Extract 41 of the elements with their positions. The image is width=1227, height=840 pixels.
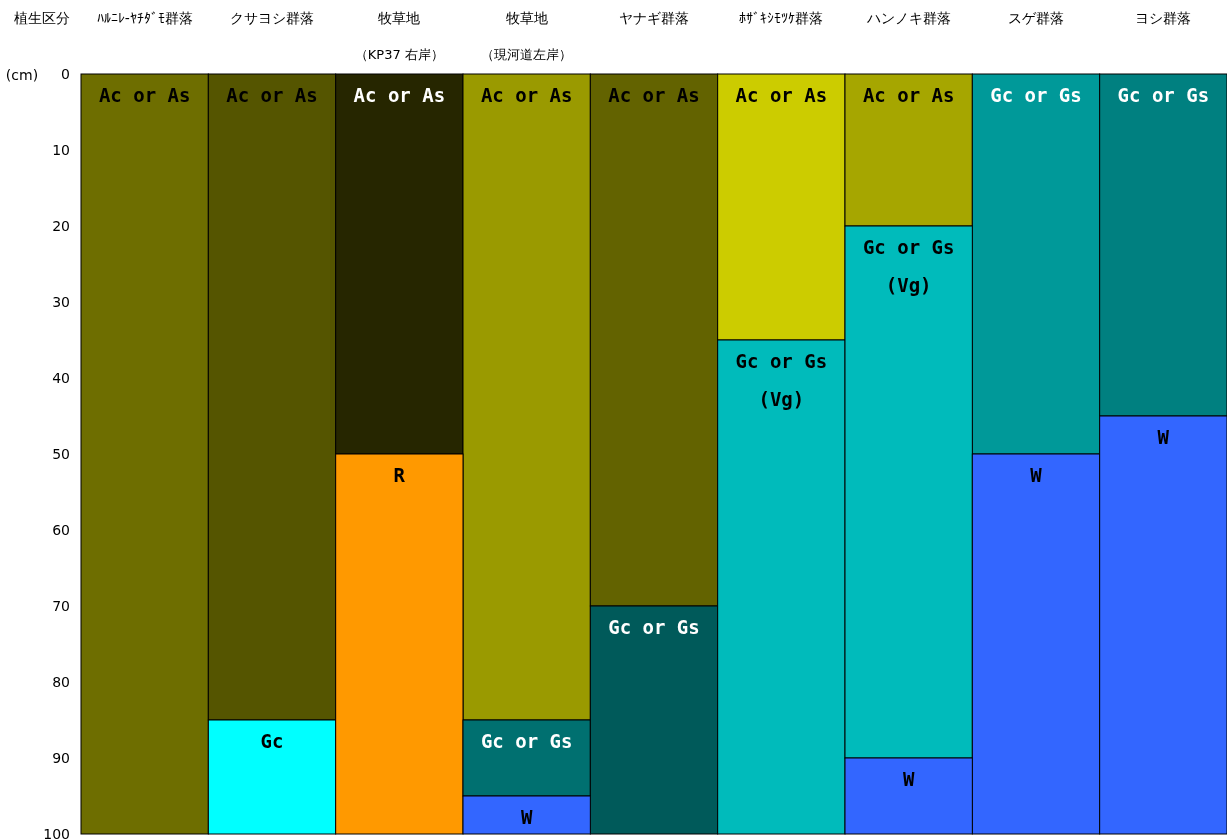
data-label: Ac or As [98,84,191,106]
data-label: Ac or As [862,84,955,106]
data-label: W [1157,426,1170,448]
data-label: Ac or As [353,84,446,106]
y-tick-label: 90 [52,750,70,766]
x-tick-label: クサヨシ群落 [230,10,314,26]
data-label: Gc or Gs [1117,84,1210,106]
y-tick-label: 60 [52,522,70,538]
data-label: R [393,464,406,486]
y-tick-label: 100 [43,826,70,840]
x-axis-title: 植生区分 [14,10,70,26]
category-label: 牧草地（現河道左岸） [481,10,573,62]
data-label: Ac or As [480,84,573,106]
y-tick-label: 0 [61,66,70,82]
data-label: Ac or As [735,84,828,106]
data-label: W [1030,464,1043,486]
data-label: Gc or Gs [990,84,1082,106]
x-tick-label: ﾎｻﾞｷｼﾓﾂｹ群落 [739,10,824,26]
data-label: Gc [260,730,284,752]
y-tick-label: 50 [52,446,70,462]
data-label: W [520,806,533,828]
x-tick-label: ﾊﾙﾆﾚ-ﾔﾁﾀﾞﾓ群落 [96,10,193,26]
y-tick-label: 70 [52,598,70,614]
y-tick-label: 30 [52,294,70,310]
data-label: Ac or As [226,84,318,106]
data-label: Gc or Gs [608,616,700,638]
category-label: 牧草地（KP37 右岸） [354,10,444,62]
data-label: Gc or Gs (Vg) [735,350,828,410]
x-tick-label: スゲ群落 [1008,10,1064,26]
y-tick-label: 40 [52,370,70,386]
data-label: W [902,768,915,790]
data-label: Ac or As [608,84,700,106]
x-tick-label: ハンノキ群落 [865,10,951,26]
y-tick-label: 80 [52,674,70,690]
y-tick-label: 10 [52,142,70,158]
y-tick-label: 20 [52,218,70,234]
data-label: Gc or Gs [480,730,573,752]
data-label: Gc or Gs (Vg) [862,236,955,296]
x-tick-label: ヨシ群落 [1135,10,1192,26]
y-axis-title: (cm) [5,67,39,83]
x-tick-label: ヤナギ群落 [619,10,689,26]
